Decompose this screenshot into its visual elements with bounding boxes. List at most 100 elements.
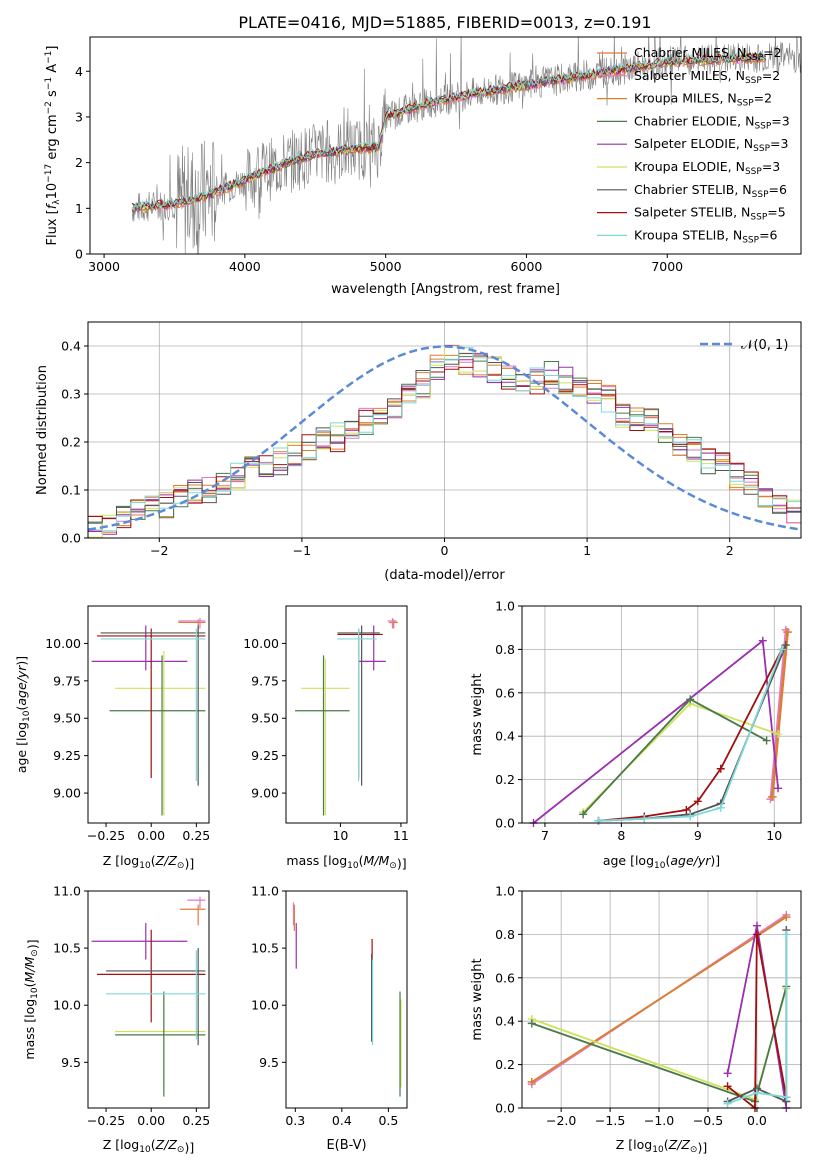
weight-marker [594, 816, 603, 825]
weight-line [598, 649, 783, 822]
weight-marker [640, 814, 649, 823]
x-tick-label: 0.3 [285, 1113, 305, 1128]
weight-marker [767, 792, 776, 801]
y-tick-label: 11.0 [53, 884, 81, 899]
panel-mass_vs_EBV: 0.3 0.4 0.5 9.5 10.0 10.5 11.0 E(B-V) [251, 884, 408, 1153]
weight-marker [777, 645, 786, 654]
x-tick-label: 0 [441, 543, 449, 558]
y-tick-label: 4 [75, 64, 83, 79]
y-tick-label: 0.6 [495, 685, 515, 700]
weight-marker [752, 930, 761, 939]
weight-marker [782, 1093, 791, 1102]
weight-marker [752, 1088, 761, 1097]
model-line [131, 50, 766, 211]
x-tick-label: 4000 [229, 259, 261, 274]
x-axis-label: age [log10(age/yr)] [603, 853, 720, 871]
x-axis-label: (data-model)/error [384, 568, 505, 583]
y-tick-label: 1 [75, 201, 83, 216]
y-tick-label: 9.75 [53, 673, 81, 688]
legend-entry: Salpeter MILES, NSSP=2 [634, 68, 780, 86]
y-tick-label: 0.6 [495, 970, 515, 985]
x-tick-label: 7000 [651, 259, 683, 274]
data-spectrum-line [131, 37, 801, 254]
x-tick-label: −2 [150, 543, 168, 558]
weight-line [598, 648, 783, 822]
y-tick-label: 0.4 [495, 1014, 515, 1029]
x-tick-label: 10 [332, 828, 348, 843]
y-tick-label: 9.50 [251, 711, 279, 726]
y-tick-label: 0.1 [61, 483, 81, 498]
y-tick-label: 10.5 [251, 941, 279, 956]
axes-frame [285, 890, 408, 1109]
weight-line [582, 702, 779, 813]
y-tick-label: 9.5 [259, 1055, 279, 1070]
y-tick-label: 9.5 [61, 1055, 81, 1070]
legend-entry: Chabrier MILES, NSSP=2 [634, 45, 782, 63]
panels: 3000 4000 5000 6000 7000 0 1 2 3 4 wavelength [Ang… [14, 36, 802, 1155]
y-tick-label: 0.0 [61, 531, 81, 546]
weight-marker [752, 921, 761, 930]
x-tick-label: 0.25 [182, 1113, 210, 1128]
x-axis-label: Z [log10(Z/Z⊙)] [103, 1137, 194, 1155]
weight-marker [527, 1019, 536, 1028]
weight-marker [682, 805, 691, 814]
y-axis-label: Normed distribution [35, 365, 50, 495]
x-tick-label: 1 [583, 543, 591, 558]
x-tick-label: 9 [694, 828, 702, 843]
weight-marker [782, 930, 791, 939]
y-tick-label: 0.4 [495, 729, 515, 744]
x-tick-label: −2.0 [546, 1113, 576, 1128]
y-tick-label: 11.0 [251, 884, 279, 899]
weight-marker [716, 803, 725, 812]
x-tick-label: 2 [726, 543, 734, 558]
panel-residuals: −2 −1 0 1 2 0.0 0.1 0.2 0.3 0.4 𝒩(0, 1) (data-model… [35, 321, 802, 583]
x-tick-label: 0.4 [332, 1113, 352, 1128]
y-tick-label: 0.3 [61, 387, 81, 402]
histogram-step [88, 347, 801, 532]
x-tick-label: 5000 [370, 259, 402, 274]
x-tick-label: 6000 [511, 259, 543, 274]
y-tick-label: 0.8 [495, 642, 515, 657]
weight-line [771, 631, 789, 798]
y-tick-label: 1.0 [495, 599, 515, 614]
x-tick-label: 10 [766, 828, 782, 843]
y-tick-label: 0.8 [495, 927, 515, 942]
x-tick-label: −1 [293, 543, 311, 558]
weight-marker [693, 797, 702, 806]
y-axis-label: Flux [fλ10−17 erg cm−2 s−1 A−1] [44, 46, 62, 246]
panel-age_vs_mass: 10 11 9.00 9.25 9.50 9.75 10.00 mass [log10(M/M… [243, 605, 409, 871]
panel-spectrum: 3000 4000 5000 6000 7000 0 1 2 3 4 wavelength [Ang… [44, 36, 802, 297]
x-tick-label: −1.5 [595, 1113, 625, 1128]
legend-entry: Chabrier ELODIE, NSSP=3 [634, 113, 790, 131]
x-axis-label: Z [log10(Z/Z⊙)] [616, 1137, 707, 1155]
x-tick-label: −0.25 [87, 828, 125, 843]
x-axis-label: wavelength [Angstrom, rest frame] [331, 282, 560, 297]
y-tick-label: 0.0 [495, 816, 515, 831]
y-tick-label: 9.25 [251, 748, 279, 763]
weight-marker [782, 913, 791, 922]
y-tick-label: 9.25 [53, 748, 81, 763]
y-axis-label: mass weight [470, 673, 485, 755]
axes-frame [87, 605, 210, 824]
weight-line [727, 934, 788, 1105]
weight-marker [686, 695, 695, 704]
weight-marker [762, 736, 771, 745]
legend-entry: Kroupa ELODIE, NSSP=3 [634, 159, 780, 177]
y-tick-label: 9.75 [251, 673, 279, 688]
y-tick-label: 0.0 [495, 1101, 515, 1116]
legend-entry: Kroupa STELIB, NSSP=6 [634, 227, 778, 245]
histogram-step [88, 355, 801, 529]
y-tick-label: 10.00 [45, 636, 81, 651]
y-tick-label: 10.00 [243, 636, 279, 651]
x-tick-label: 0.25 [182, 828, 210, 843]
legend-entry: Salpeter STELIB, NSSP=5 [634, 205, 786, 223]
x-tick-label: 0.5 [378, 1113, 398, 1128]
y-tick-label: 10.0 [251, 998, 279, 1013]
y-tick-label: 2 [75, 155, 83, 170]
axes-frame [87, 321, 802, 539]
weight-marker [774, 784, 783, 793]
weight-marker [579, 810, 588, 819]
y-tick-label: 0.2 [495, 1057, 515, 1072]
y-tick-label: 3 [75, 109, 83, 124]
panel-weight_vs_age: 7 8 9 10 0.0 0.2 0.4 0.6 0.8 1.0 mass weight age [l… [470, 599, 802, 871]
